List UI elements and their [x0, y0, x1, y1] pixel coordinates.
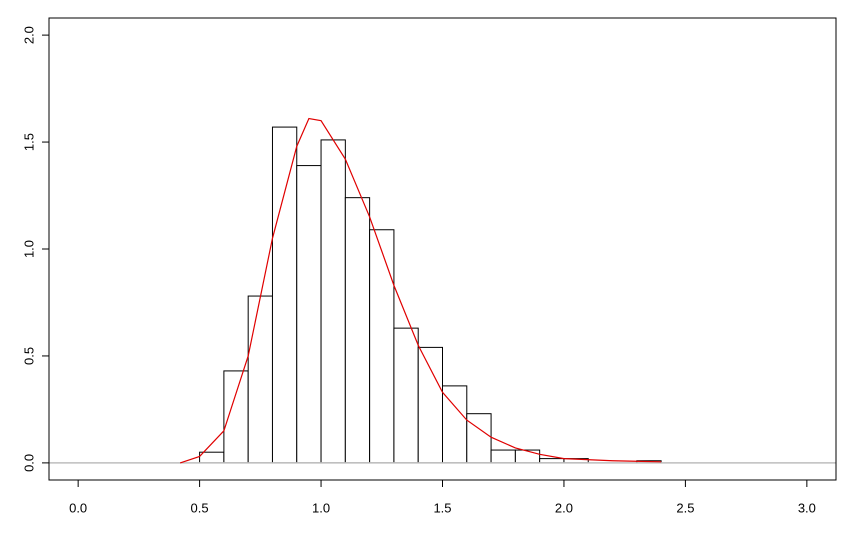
bar: [199, 451, 225, 464]
bar: [247, 295, 273, 464]
bar: [442, 385, 468, 464]
bar: [296, 165, 322, 464]
bar: [393, 327, 419, 464]
bar: [369, 229, 395, 464]
x-tick-label: 1.0: [312, 500, 330, 515]
bar: [344, 197, 371, 464]
x-tick-label: 3.0: [798, 500, 816, 515]
bar: [271, 126, 298, 464]
x-tick-label: 2.5: [676, 500, 694, 515]
y-tick-label: 1.5: [21, 133, 36, 151]
bar: [417, 346, 443, 464]
y-tick-label: 0.5: [21, 347, 36, 365]
y-tick-label: 1.0: [21, 240, 36, 258]
bar: [466, 413, 492, 464]
x-tick-label: 2.0: [555, 500, 573, 515]
y-tick-label: 2.0: [21, 26, 36, 44]
x-tick-label: 0.0: [69, 500, 87, 515]
x-tick-label: 0.5: [191, 500, 209, 515]
bar: [490, 449, 516, 464]
y-tick-label: 0.0: [21, 454, 36, 472]
bar: [320, 139, 346, 464]
bar: [514, 449, 541, 464]
x-tick-label: 1.5: [433, 500, 451, 515]
bar: [223, 370, 249, 464]
density-line: [179, 117, 662, 464]
